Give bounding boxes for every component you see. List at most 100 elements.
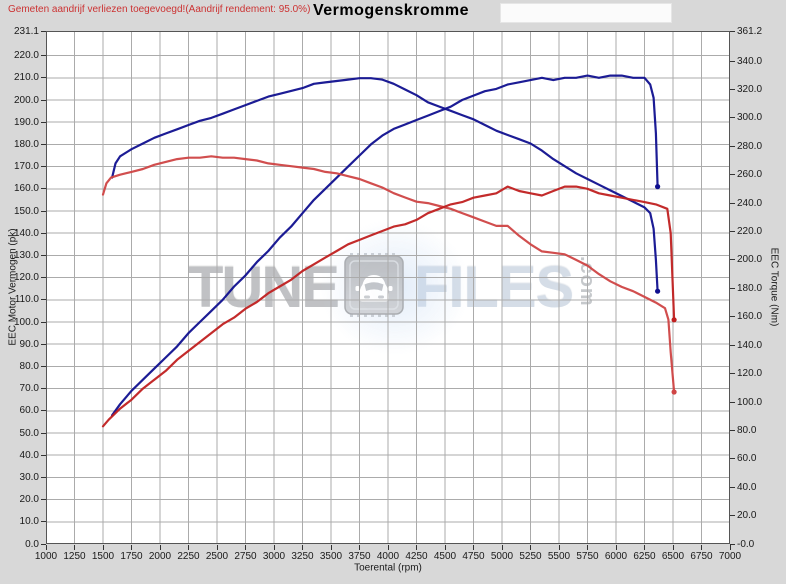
y-right-tick-label: 20.0 xyxy=(737,510,757,522)
y-right-tick-label: 180.0 xyxy=(737,282,763,294)
y-axis-title-left: EEC Motor Vermogen (pk) xyxy=(7,228,19,346)
x-tick xyxy=(45,545,47,550)
y-left-tick-label: 210.0 xyxy=(13,72,39,84)
x-tick xyxy=(131,545,132,550)
y-left-tick-label: 231.1 xyxy=(13,25,39,37)
y-right-tick-label: 80.0 xyxy=(737,424,757,436)
x-tick-label: 6500 xyxy=(661,551,685,562)
y-right-tick xyxy=(730,429,735,431)
y-right-tick xyxy=(730,202,735,204)
y-right-tick-label: 40.0 xyxy=(737,481,757,493)
curve-torque-tuned xyxy=(110,77,659,293)
y-left-tick-label: 170.0 xyxy=(13,161,39,173)
x-tick-label: 6000 xyxy=(604,551,628,562)
y-right-tick xyxy=(730,344,735,346)
x-tick-label: 1250 xyxy=(63,551,86,562)
x-tick xyxy=(615,545,617,550)
y-left-tick-label: 140.0 xyxy=(13,227,39,239)
y-right-tick-label: 100.0 xyxy=(737,396,763,408)
y-right-tick xyxy=(730,543,735,545)
curve-power-original xyxy=(101,185,676,428)
y-axis-title-right: EEC Torque (Nm) xyxy=(768,247,780,327)
y-right-tick-label: 200.0 xyxy=(737,254,763,266)
y-left-tick-label: 160.0 xyxy=(13,183,39,195)
x-tick xyxy=(159,545,161,550)
curve-end-marker-power-tuned xyxy=(655,184,661,190)
curve-end-marker-power-original xyxy=(671,317,677,323)
page-title: Vermogenskromme xyxy=(312,2,470,19)
x-tick xyxy=(644,545,645,550)
x-tick-label: 3500 xyxy=(319,551,343,562)
x-tick xyxy=(587,545,588,550)
y-left-tick-label: 0.0 xyxy=(25,538,39,550)
x-tick-label: 5000 xyxy=(490,551,514,562)
y-left-tick-label: 120.0 xyxy=(13,272,39,284)
y-right-tick xyxy=(730,259,735,261)
curve-end-marker-torque-tuned xyxy=(655,288,661,294)
grid-lines xyxy=(46,31,730,544)
x-tick-label: 1000 xyxy=(34,551,58,562)
y-left-tick-label: 100.0 xyxy=(13,316,39,328)
plot-border xyxy=(46,31,730,544)
x-tick-label: 2750 xyxy=(234,551,257,562)
y-left-tick-label: 90.0 xyxy=(19,338,39,350)
y-right-tick-label: 220.0 xyxy=(737,226,763,237)
y-right-tick-label: 340.0 xyxy=(737,55,763,67)
x-tick xyxy=(387,545,389,550)
y-left-tick-label: 50.0 xyxy=(19,427,39,439)
y-right-tick xyxy=(730,316,735,318)
y-right-tick-label: 240.0 xyxy=(737,197,763,209)
x-tick xyxy=(302,545,303,550)
y-left-tick-label: 70.0 xyxy=(19,383,39,395)
drivetrain-loss-note: Gemeten aandrijf verliezen toegevoegd!(A… xyxy=(8,4,311,15)
x-tick xyxy=(74,545,75,550)
y-right-tick xyxy=(730,515,735,517)
x-tick xyxy=(416,545,417,550)
y-right-tick-label: 300.0 xyxy=(737,112,763,124)
x-tick xyxy=(558,545,560,550)
x-tick xyxy=(330,545,332,550)
x-tick xyxy=(273,545,275,550)
x-tick-label: 5500 xyxy=(547,551,571,562)
y-left-tick-label: 60.0 xyxy=(19,405,39,417)
x-tick-label: 2000 xyxy=(148,551,172,562)
y-right-tick xyxy=(730,117,735,119)
x-tick xyxy=(701,545,702,550)
x-tick-label: 2500 xyxy=(205,551,229,562)
y-left-tick-label: 180.0 xyxy=(13,138,39,150)
x-tick-label: 6250 xyxy=(633,551,656,562)
y-left-tick-label: 20.0 xyxy=(19,494,39,506)
y-right-tick-label: 260.0 xyxy=(737,169,763,181)
x-tick-label: 3000 xyxy=(262,551,286,562)
x-tick-label: 4000 xyxy=(376,551,400,562)
y-right-tick-label: 320.0 xyxy=(737,84,763,95)
y-right-tick-label: 120.0 xyxy=(737,368,763,380)
y-right-tick-label: 60.0 xyxy=(737,453,757,465)
x-tick-label: 7000 xyxy=(718,551,742,562)
plot-area[interactable] xyxy=(46,31,730,544)
x-tick-label: 6750 xyxy=(690,551,713,562)
y-right-tick xyxy=(730,30,735,32)
y-left-tick-label: 200.0 xyxy=(13,94,39,106)
y-right-tick-label: 361.2 xyxy=(737,25,763,37)
y-right-tick-label: 160.0 xyxy=(737,311,763,323)
y-left-tick-label: 190.0 xyxy=(13,116,39,128)
y-right-tick xyxy=(730,89,735,90)
y-left-tick-label: 10.0 xyxy=(19,516,39,528)
x-tick xyxy=(444,545,446,550)
x-tick xyxy=(672,545,674,550)
header-info-box xyxy=(500,3,672,23)
y-right-tick xyxy=(730,458,735,460)
y-right-tick xyxy=(730,60,735,62)
watermark-text-files: FILES xyxy=(413,254,574,320)
y-right-tick xyxy=(730,145,735,147)
x-tick xyxy=(245,545,246,550)
y-right-tick xyxy=(730,401,735,403)
y-right-tick xyxy=(730,373,735,375)
y-left-tick-label: 220.0 xyxy=(13,50,39,62)
x-tick xyxy=(102,545,104,550)
y-right-tick-label: 280.0 xyxy=(737,140,763,152)
y-left-tick-label: 80.0 xyxy=(19,360,39,372)
x-tick xyxy=(188,545,189,550)
